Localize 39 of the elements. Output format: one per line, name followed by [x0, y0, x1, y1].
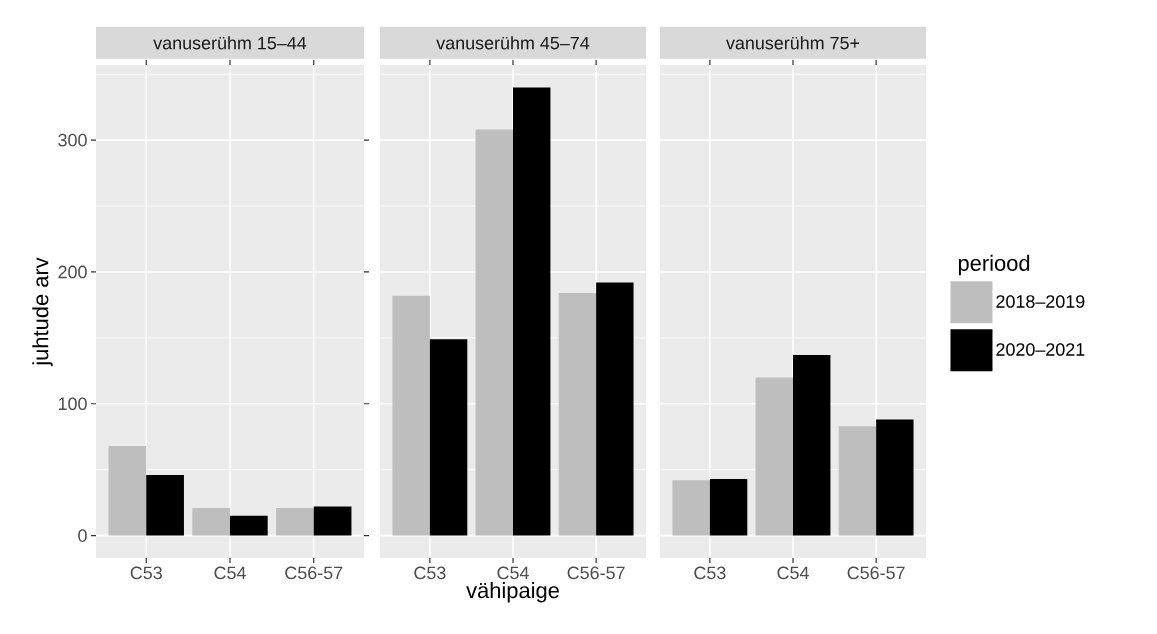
bar	[429, 339, 468, 536]
chart-title: vanuserühm 15–44	[153, 36, 307, 50]
y-tick-label: 300	[58, 133, 87, 147]
legend-label: 2020–2021	[996, 343, 1085, 356]
chart-title: vanuserühm 45–74	[436, 36, 590, 50]
y-axis-title: juhtude arv	[32, 257, 53, 367]
bar	[276, 507, 314, 536]
x-tick-label: C56-57	[567, 566, 625, 580]
y-tick-label: 0	[78, 529, 87, 542]
bar	[475, 129, 513, 536]
bar	[558, 293, 597, 536]
chart-title: vanuserühm 75+	[726, 36, 860, 50]
x-tick-label: C56-57	[847, 566, 905, 580]
bar	[793, 355, 831, 536]
bar	[755, 377, 794, 536]
bar	[230, 515, 268, 536]
bar	[108, 445, 147, 536]
bar	[876, 419, 914, 536]
bar	[146, 474, 184, 536]
bar	[513, 87, 551, 536]
x-tick-label: C53	[414, 566, 446, 580]
legend-title: periood	[958, 254, 1030, 276]
bar	[709, 478, 748, 536]
x-tick-label: C54	[497, 566, 529, 580]
x-tick-label: C54	[777, 566, 809, 580]
legend-label: 2018–2019	[996, 295, 1085, 308]
bar	[838, 426, 877, 536]
y-tick-label: 100	[58, 397, 87, 411]
bar	[596, 282, 634, 536]
bar	[313, 506, 352, 536]
x-tick-label: C54	[214, 566, 246, 580]
y-tick-label: 200	[58, 265, 87, 279]
x-tick-label: C56-57	[285, 566, 343, 580]
bar	[672, 480, 710, 536]
bar	[392, 295, 430, 536]
x-axis-title: vähipaige	[466, 582, 559, 603]
bar	[192, 507, 230, 536]
x-tick-label: C53	[130, 566, 162, 580]
x-tick-label: C53	[694, 566, 726, 580]
